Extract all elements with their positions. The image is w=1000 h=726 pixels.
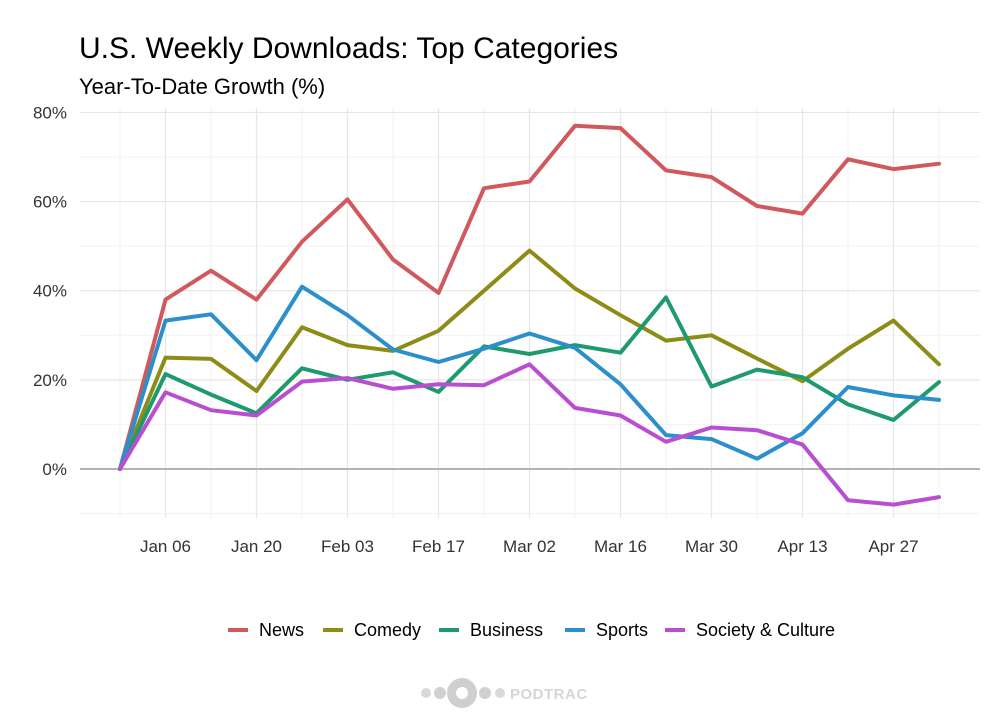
logo-dot-icon — [421, 688, 431, 698]
gridlines — [80, 108, 980, 518]
logo-dot-icon — [479, 687, 491, 699]
x-tick-label: Apr 13 — [777, 537, 827, 556]
series-lines — [118, 123, 941, 507]
series-line-news — [118, 123, 941, 471]
chart-subtitle: Year-To-Date Growth (%) — [79, 74, 325, 99]
series-line-sports — [118, 284, 941, 471]
x-tick-label: Apr 27 — [868, 537, 918, 556]
x-tick-label: Feb 03 — [321, 537, 374, 556]
logo-dot-icon — [495, 688, 505, 698]
x-tick-label: Jan 20 — [231, 537, 282, 556]
podtrac-logo: PODTRAC — [421, 678, 588, 708]
y-tick-label: 40% — [33, 282, 67, 301]
chart-title: U.S. Weekly Downloads: Top Categories — [79, 32, 618, 65]
y-tick-label: 80% — [33, 103, 67, 122]
y-tick-label: 60% — [33, 193, 67, 212]
legend: News Comedy Business Sports Society & Cultur… — [228, 620, 835, 640]
legend-label: Business — [470, 620, 543, 640]
axis-labels: 0% 20% 40% 60% 80% Jan 06 Jan 20 Feb 03 Feb 17 Ma… — [33, 103, 919, 556]
watermark-text: PODTRAC — [510, 686, 588, 703]
logo-dot-icon — [434, 687, 446, 699]
legend-label: Comedy — [354, 620, 421, 640]
x-tick-label: Mar 02 — [503, 537, 556, 556]
x-tick-label: Feb 17 — [412, 537, 465, 556]
x-tick-label: Jan 06 — [140, 537, 191, 556]
legend-label: News — [259, 620, 304, 640]
y-tick-label: 20% — [33, 371, 67, 390]
series-line-society-culture — [118, 362, 941, 507]
series-line-comedy — [118, 248, 941, 471]
logo-ring-inner-icon — [456, 687, 468, 699]
x-tick-label: Mar 30 — [685, 537, 738, 556]
legend-label: Sports — [596, 620, 648, 640]
legend-label: Society & Culture — [696, 620, 835, 640]
y-tick-label: 0% — [42, 460, 67, 479]
x-tick-label: Mar 16 — [594, 537, 647, 556]
